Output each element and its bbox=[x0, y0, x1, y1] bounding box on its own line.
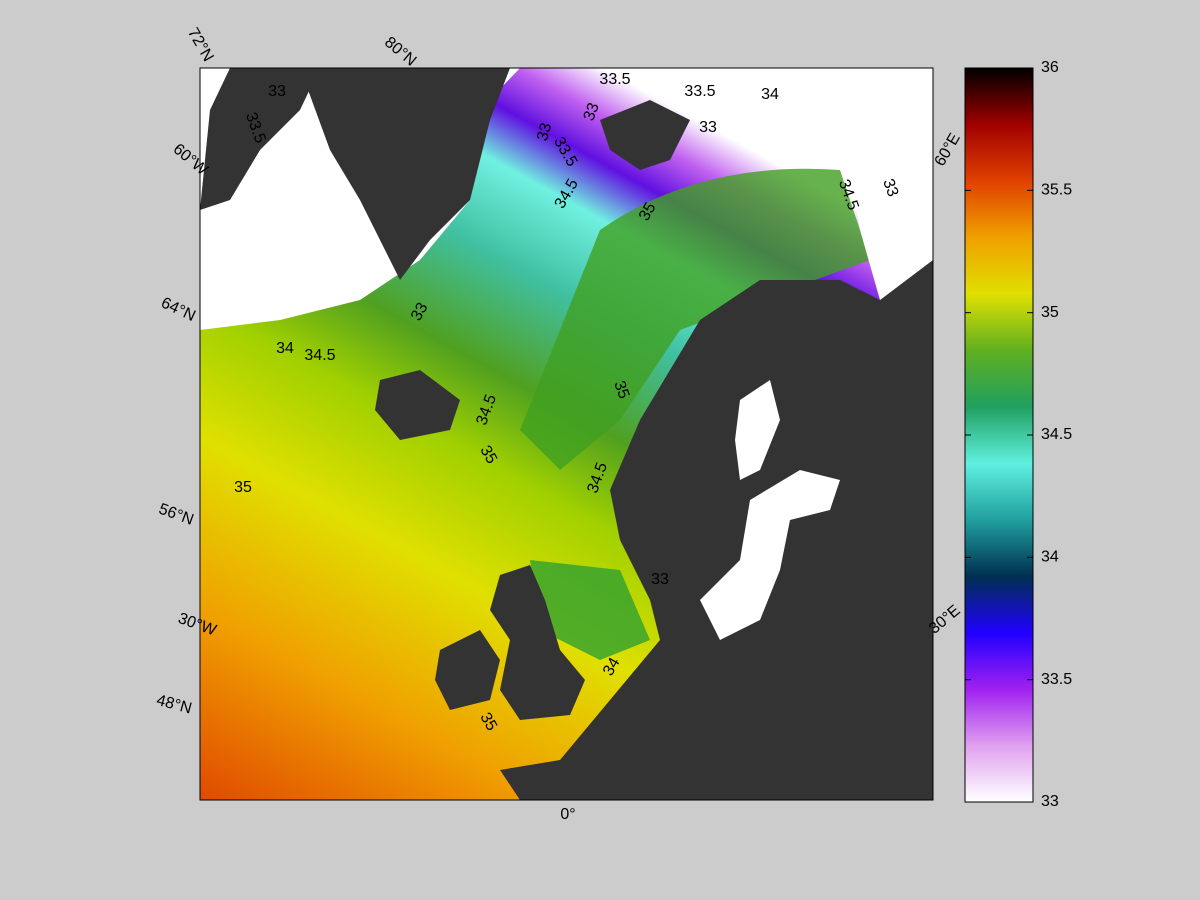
colorbar-tick-label: 36 bbox=[1041, 59, 1059, 76]
contour-label: 33 bbox=[408, 300, 432, 324]
land-greenland bbox=[200, 68, 320, 210]
contour-label: 35 bbox=[610, 379, 632, 402]
colorbar-tick-label: 34.5 bbox=[1041, 426, 1072, 443]
ice bbox=[700, 470, 840, 640]
contour-label: 34 bbox=[600, 655, 624, 679]
land-europe bbox=[500, 240, 933, 800]
contour-label: 33 bbox=[581, 101, 603, 124]
colorbar-tick-label: 33.5 bbox=[1041, 671, 1072, 688]
land-greenland bbox=[300, 68, 510, 280]
ocean-region bbox=[520, 168, 870, 470]
colorbar-tick-label: 33 bbox=[1041, 793, 1059, 810]
colorbar-tick-label: 35 bbox=[1041, 304, 1059, 321]
map-frame bbox=[199, 67, 934, 801]
grid-label: 0° bbox=[560, 806, 575, 823]
contour-label: 33.5 bbox=[684, 83, 715, 100]
grid-label: 60°E bbox=[932, 131, 964, 170]
contour-label: 33 bbox=[651, 571, 669, 588]
colorbar bbox=[964, 67, 1034, 803]
contour-label: 34 bbox=[276, 340, 294, 357]
contour-label: 34 bbox=[761, 86, 779, 103]
land-britain bbox=[490, 565, 585, 720]
grid-label: 56°N bbox=[156, 501, 195, 529]
contour-label: 34.5 bbox=[304, 347, 335, 364]
contour-label: 33 bbox=[699, 119, 717, 136]
contour-label: 35 bbox=[234, 479, 252, 496]
colorbar-tick-label: 34 bbox=[1041, 549, 1059, 566]
grid-label: 48°N bbox=[155, 692, 194, 718]
contour-label: 33 bbox=[534, 121, 555, 143]
ice bbox=[830, 68, 933, 300]
grid-label: 80°N bbox=[381, 34, 419, 70]
grid-label: 72°N bbox=[184, 25, 217, 64]
contour-label: 33 bbox=[879, 177, 901, 200]
contour-label: 35 bbox=[476, 710, 500, 734]
map-area bbox=[200, 68, 933, 800]
land-ireland bbox=[435, 630, 500, 710]
contour-label: 33 bbox=[268, 83, 286, 100]
ice bbox=[735, 380, 780, 480]
contour-label: 33.5 bbox=[599, 71, 630, 88]
grid-label: 64°N bbox=[158, 294, 198, 325]
colorbar-tick-label: 35.5 bbox=[1041, 182, 1072, 199]
ocean-region bbox=[530, 560, 650, 660]
contour-label: 35 bbox=[476, 443, 500, 467]
land-iceland bbox=[375, 370, 460, 440]
contour-label: 35 bbox=[636, 200, 660, 224]
land-svalbard bbox=[600, 100, 690, 170]
